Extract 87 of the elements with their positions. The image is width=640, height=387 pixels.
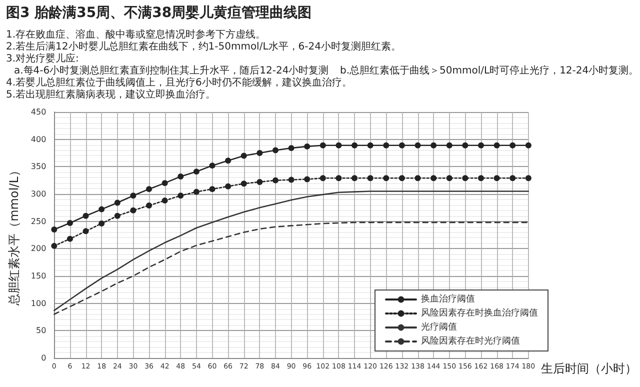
point <box>240 152 247 159</box>
line-series <box>54 222 530 315</box>
point <box>209 162 216 169</box>
y-tick-label: 300 <box>30 190 46 198</box>
point <box>272 177 278 184</box>
point <box>66 220 73 226</box>
text: 1.存在败血症、溶血、酸中毒或窒息情况时参考下方虚线。 <box>6 28 266 40</box>
y-tick-label: 250 <box>30 216 46 226</box>
point <box>510 175 516 182</box>
point <box>367 142 374 148</box>
point <box>336 142 342 148</box>
point <box>320 142 326 148</box>
point <box>114 212 120 219</box>
point <box>288 145 294 152</box>
y-tick-label: 150 <box>30 272 46 280</box>
legend-label: 风险因素存在时换血治疗阈值 <box>421 308 538 318</box>
point <box>494 175 500 182</box>
point <box>178 174 184 180</box>
text: 2.若生后满12小时婴儿总胆红素在曲线下，约1-50mmol/L水平，6-24小时复测胆红素。 <box>6 40 401 52</box>
point <box>225 183 232 190</box>
y-tick-label: 400 <box>30 134 46 144</box>
point <box>446 175 452 182</box>
legend-label: 光疗阈值 <box>421 322 457 332</box>
point <box>193 168 200 175</box>
point <box>398 175 405 182</box>
point <box>146 186 152 192</box>
point <box>478 142 484 148</box>
point <box>478 175 484 182</box>
point <box>336 175 342 182</box>
point <box>98 220 105 227</box>
point <box>352 175 358 182</box>
point <box>525 142 532 148</box>
point <box>494 142 500 148</box>
chart-title: 图3 胎龄满35周、不满38周婴儿黄疸管理曲线图 <box>6 4 312 21</box>
point <box>82 228 89 234</box>
point <box>288 176 294 183</box>
point <box>178 192 184 199</box>
legend-label: 换血治疗阈值 <box>421 294 475 304</box>
point <box>352 142 358 148</box>
y-tick-label: 350 <box>30 162 46 172</box>
point <box>525 175 532 182</box>
text: 3.对光疗婴儿应: <box>6 52 79 64</box>
point <box>272 147 278 154</box>
point <box>462 142 468 148</box>
point <box>162 198 168 204</box>
point <box>414 142 421 148</box>
point <box>446 142 452 148</box>
point <box>66 236 73 242</box>
point <box>367 175 374 182</box>
y-axis-title: 总胆红素水平（mmol/L） <box>7 164 21 306</box>
point <box>256 150 263 156</box>
y-tick-label: 450 <box>30 108 46 116</box>
point <box>256 178 263 185</box>
point <box>51 226 58 233</box>
point <box>82 212 89 219</box>
point <box>162 180 168 186</box>
y-tick-label: 50 <box>36 326 46 336</box>
point <box>398 142 405 148</box>
y-tick-label: 200 <box>30 244 46 254</box>
y-tick-label: 100 <box>30 298 46 308</box>
point <box>146 202 152 208</box>
point <box>98 206 105 212</box>
point <box>130 192 136 199</box>
point <box>193 188 200 195</box>
text: b.总胆红素低于曲线＞50mmol/L时可停止光疗，12-24小时复测。 <box>340 64 639 76</box>
text: 4.若婴儿总胆红素位于曲线阈值上，且光疗6小时仍不能缓解，建议换血治疗。 <box>6 76 352 88</box>
point <box>225 158 232 164</box>
text: a.每4-6小时复测总胆红素直到控制住其上升水平，随后12-24小时复测 <box>14 64 329 76</box>
point <box>430 175 437 182</box>
point <box>304 176 310 182</box>
point <box>462 175 468 182</box>
point <box>304 143 310 150</box>
text: 5.若出现胆红素脑病表现，建议立即换血治疗。 <box>6 88 216 100</box>
point <box>130 207 136 214</box>
point <box>320 175 326 182</box>
point <box>430 142 437 148</box>
point <box>114 200 120 206</box>
point <box>383 175 390 182</box>
point <box>51 242 58 249</box>
point <box>240 180 247 187</box>
legend-label: 风险因素存在时光疗阈值 <box>421 336 520 346</box>
y-tick-label: 0 <box>41 354 46 362</box>
point <box>209 186 216 192</box>
point <box>414 175 421 182</box>
x-axis-title: 生后时间（小时） <box>541 362 637 376</box>
point <box>383 142 390 148</box>
point <box>510 142 516 148</box>
